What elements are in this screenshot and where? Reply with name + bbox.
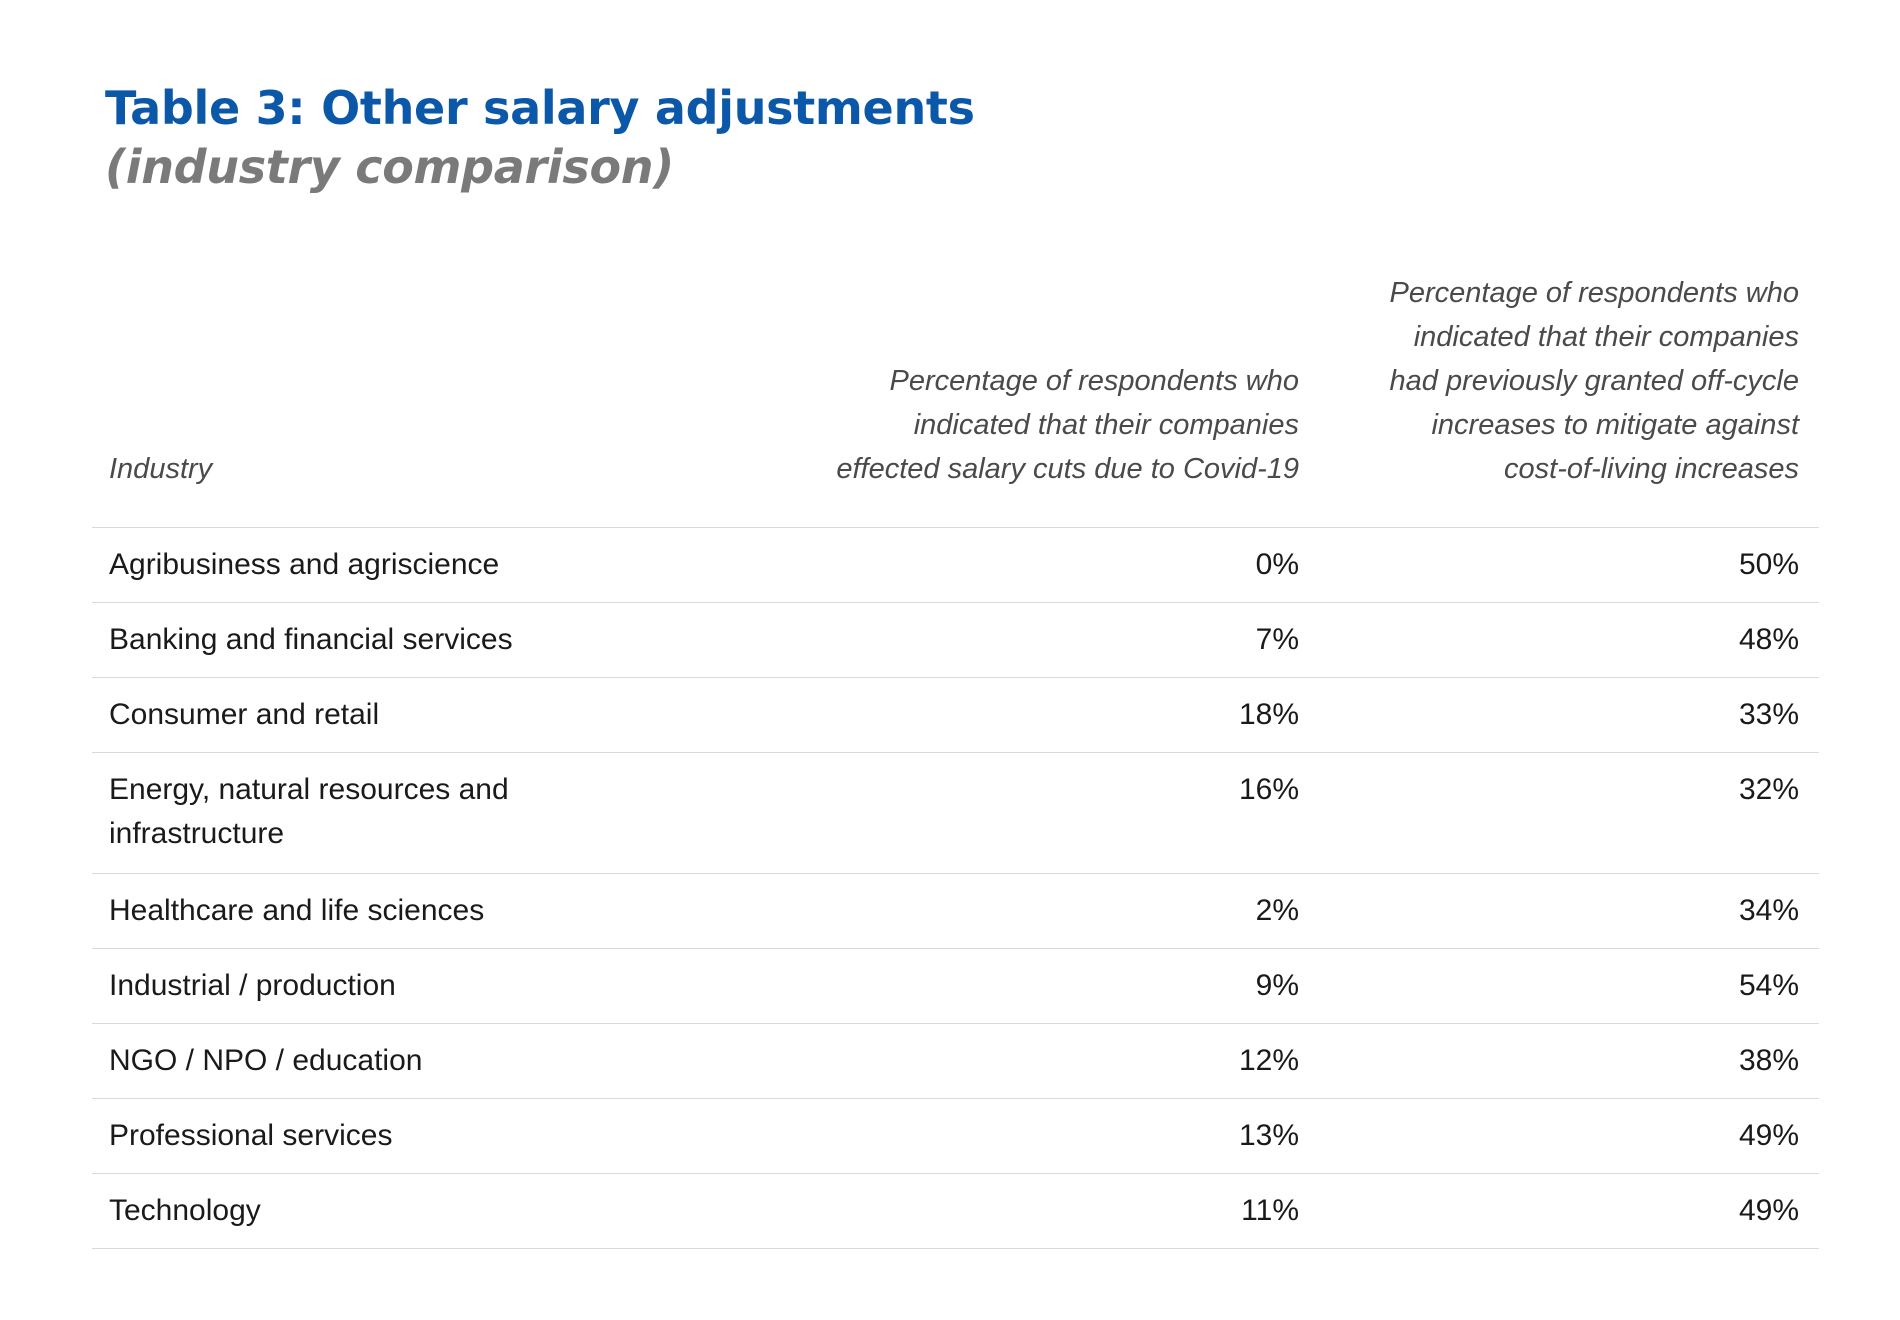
cell-industry: Professional services xyxy=(92,1114,652,1158)
cell-industry: Consumer and retail xyxy=(92,693,652,737)
cell-industry: Banking and financial services xyxy=(92,618,652,662)
cell-industry: Industrial / production xyxy=(92,964,652,1008)
industry-line: Agribusiness and agriscience xyxy=(109,548,500,581)
table-row: Banking and financial services 7% 48% xyxy=(92,603,1819,678)
industry-line: Industrial / production xyxy=(109,969,396,1002)
cell-salary-cuts: 7% xyxy=(1255,623,1299,656)
cell-salary-cuts: 9% xyxy=(1255,969,1299,1002)
page-title: Table 3: Other salary adjustments xyxy=(105,81,975,135)
table-header-row: Industry Percentage of respondents who i… xyxy=(92,272,1819,528)
header-off-cycle-line: had previously granted off-cycle xyxy=(1389,365,1799,397)
header-salary-cuts-line: Percentage of respondents who xyxy=(889,365,1300,397)
page-subtitle: (industry comparison) xyxy=(105,140,674,194)
table-row: Professional services 13% 49% xyxy=(92,1099,1819,1174)
header-salary-cuts: Percentage of respondents who indicated … xyxy=(652,359,1299,491)
title-block: Table 3: Other salary adjustments (indus… xyxy=(105,78,975,196)
industry-line: Professional services xyxy=(109,1119,393,1152)
cell-salary-cuts: 0% xyxy=(1255,548,1299,581)
table-row: NGO / NPO / education 12% 38% xyxy=(92,1024,1819,1099)
industry-line: Consumer and retail xyxy=(109,698,380,731)
table-row: Technology 11% 49% xyxy=(92,1174,1819,1249)
industry-line: Banking and financial services xyxy=(109,623,513,656)
header-off-cycle-line: cost-of-living increases xyxy=(1504,453,1799,485)
industry-line: Energy, natural resources and xyxy=(109,773,509,806)
cell-industry: Healthcare and life sciences xyxy=(92,889,652,933)
cell-off-cycle: 48% xyxy=(1738,623,1799,656)
header-off-cycle: Percentage of respondents who indicated … xyxy=(1299,271,1819,491)
cell-salary-cuts: 13% xyxy=(1238,1119,1299,1152)
cell-off-cycle: 50% xyxy=(1738,548,1799,581)
table-row: Consumer and retail 18% 33% xyxy=(92,678,1819,753)
table-row: Healthcare and life sciences 2% 34% xyxy=(92,874,1819,949)
header-industry: Industry xyxy=(109,453,213,485)
cell-off-cycle: 32% xyxy=(1738,773,1799,806)
header-off-cycle-line: increases to mitigate against xyxy=(1431,409,1799,441)
header-off-cycle-line: Percentage of respondents who xyxy=(1389,277,1800,309)
table-row: Agribusiness and agriscience 0% 50% xyxy=(92,528,1819,603)
cell-off-cycle: 33% xyxy=(1738,698,1799,731)
cell-off-cycle: 49% xyxy=(1738,1194,1799,1227)
cell-industry: Agribusiness and agriscience xyxy=(92,543,652,587)
industry-line: Technology xyxy=(109,1194,261,1227)
header-off-cycle-line: indicated that their companies xyxy=(1413,321,1799,353)
header-salary-cuts-line: effected salary cuts due to Covid-19 xyxy=(836,453,1299,485)
cell-off-cycle: 38% xyxy=(1738,1044,1799,1077)
cell-off-cycle: 34% xyxy=(1738,894,1799,927)
table-row: Industrial / production 9% 54% xyxy=(92,949,1819,1024)
cell-salary-cuts: 12% xyxy=(1238,1044,1299,1077)
cell-industry: Technology xyxy=(92,1189,652,1233)
cell-salary-cuts: 2% xyxy=(1255,894,1299,927)
industry-line: infrastructure xyxy=(109,817,285,850)
industry-line: NGO / NPO / education xyxy=(109,1044,423,1077)
cell-industry: NGO / NPO / education xyxy=(92,1039,652,1083)
cell-salary-cuts: 11% xyxy=(1241,1194,1299,1227)
cell-off-cycle: 54% xyxy=(1738,969,1799,1002)
salary-adjustments-table: Industry Percentage of respondents who i… xyxy=(92,272,1819,1249)
table-row: Energy, natural resources and infrastruc… xyxy=(92,753,1819,874)
header-salary-cuts-line: indicated that their companies xyxy=(913,409,1299,441)
cell-salary-cuts: 16% xyxy=(1238,773,1299,806)
cell-salary-cuts: 18% xyxy=(1238,698,1299,731)
cell-off-cycle: 49% xyxy=(1738,1119,1799,1152)
industry-line: Healthcare and life sciences xyxy=(109,894,485,927)
cell-industry: Energy, natural resources and infrastruc… xyxy=(92,768,652,856)
